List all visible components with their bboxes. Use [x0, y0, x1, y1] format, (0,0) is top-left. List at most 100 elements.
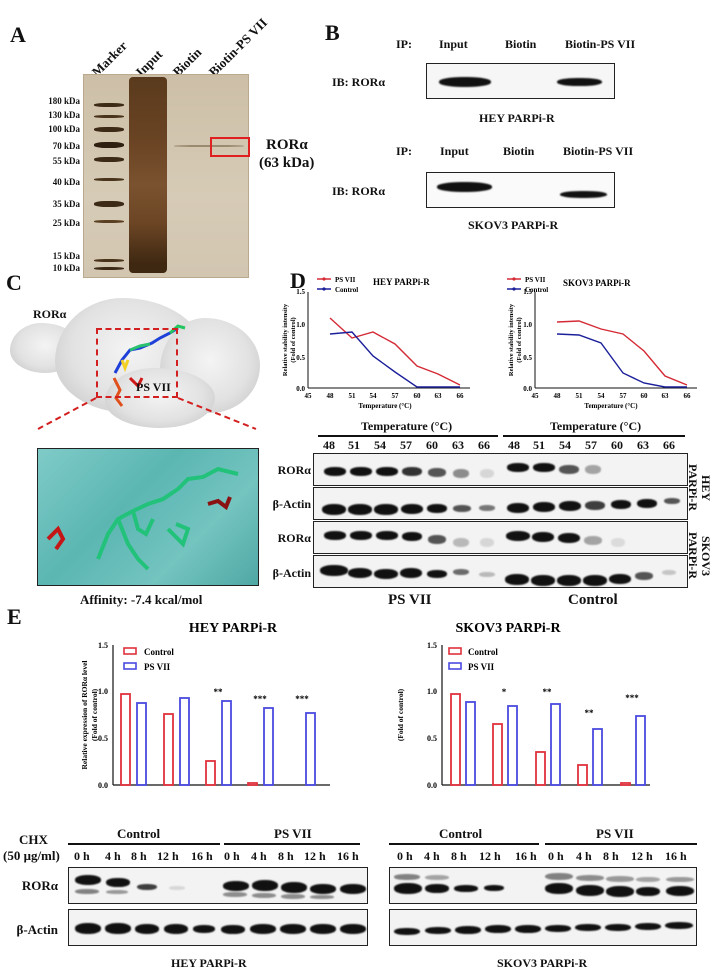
- svg-text:1.5: 1.5: [296, 288, 305, 296]
- svg-text:PS VII: PS VII: [525, 276, 546, 284]
- ip-lane-biotin-ps-2: Biotin-PS VII: [563, 144, 634, 158]
- y-axis-label: Relative stability intensity: [282, 303, 289, 376]
- mw-25: 25 kDa: [52, 218, 80, 228]
- rora-highlight-box: [210, 137, 250, 157]
- svg-text:1.0: 1.0: [98, 687, 108, 696]
- protein-surface-model: [10, 298, 260, 428]
- chx-line-control-skov3: [389, 843, 539, 845]
- ib-label-2: IB: RORα: [332, 184, 386, 198]
- x-axis-label: Temperature (°C): [358, 402, 412, 410]
- svg-text:***: ***: [295, 694, 309, 704]
- panel-c-letter: C: [6, 270, 22, 295]
- temp-header-ps-vii: Temperature (°C): [361, 419, 453, 433]
- svg-text:66: 66: [684, 392, 692, 400]
- svg-text:**: **: [543, 687, 553, 697]
- row-label-rora-hey: RORα: [277, 463, 311, 477]
- ip-label-2: IP:: [396, 144, 412, 158]
- svg-text:63: 63: [662, 392, 670, 400]
- svg-text:0.5: 0.5: [523, 354, 532, 362]
- cetsa-chart-hey: PS VII Control HEY PARPi-R 1.5 1.0 0.5 0…: [282, 276, 470, 410]
- chx-line-ps-vii-hey: [224, 843, 360, 845]
- target-mw: (63 kDa): [259, 155, 315, 171]
- chx-label: CHX: [19, 832, 48, 847]
- chx-line-ps-vii-skov3: [545, 843, 697, 845]
- group-line-ps-vii: [318, 435, 498, 437]
- chx-dose-label: (50 μg/ml): [3, 848, 60, 863]
- svg-text:63: 63: [435, 392, 443, 400]
- panel-d-letter: D: [290, 268, 306, 293]
- svg-text:57: 57: [392, 392, 400, 400]
- chx-group-ps-vii-hey: PS VII: [274, 826, 312, 841]
- svg-text:0.0: 0.0: [427, 781, 437, 790]
- chx-timepoints-hey: 0 h 4 h 8 h 12 h 16 h 0 h 4 h 8 h 12 h 1…: [74, 849, 359, 863]
- svg-text:PS VII: PS VII: [468, 662, 495, 672]
- side-label-skov3: SKOV3 PARPi-R: [686, 532, 713, 580]
- svg-text:***: ***: [253, 694, 267, 704]
- temp-row: 48 51 54 57 60 63 66 48 51 54 57 60 63 6…: [323, 438, 675, 452]
- mw-130: 130 kDa: [48, 110, 80, 120]
- svg-text:48: 48: [554, 392, 562, 400]
- chx-row-rora-hey: RORα: [21, 878, 58, 893]
- chx-blot-rora-hey: [68, 867, 368, 904]
- zoom-connector-lines: [37, 397, 257, 430]
- svg-text:0.5: 0.5: [296, 354, 305, 362]
- svg-text:1.0: 1.0: [523, 321, 532, 329]
- row-label-rora-skov3: RORα: [277, 531, 311, 545]
- docking-detail-view: [37, 448, 259, 586]
- svg-text:HEY PARPi-R: HEY PARPi-R: [189, 621, 278, 636]
- mw-15: 15 kDa: [52, 251, 80, 261]
- svg-text:*: *: [502, 687, 507, 697]
- svg-text:1.0: 1.0: [427, 687, 437, 696]
- chart-title: HEY PARPi-R: [373, 277, 430, 287]
- svg-text:Relative stability intensity: Relative stability intensity: [508, 303, 515, 376]
- group-line-control: [503, 435, 685, 437]
- svg-text:45: 45: [305, 392, 313, 400]
- svg-text:SKOV3 PARPi-R: SKOV3 PARPi-R: [563, 278, 631, 288]
- temp-header-control: Temperature (°C): [550, 419, 642, 433]
- legend-ps-vii: PS VII: [335, 276, 356, 284]
- chx-line-control-hey: [68, 843, 220, 845]
- svg-text:60: 60: [641, 392, 649, 400]
- mw-55: 55 kDa: [52, 156, 80, 166]
- silver-stain-gel: [83, 74, 249, 278]
- svg-text:***: ***: [625, 693, 639, 703]
- ib-label-1: IB: RORα: [332, 75, 386, 89]
- svg-text:(Fold of control): (Fold of control): [90, 688, 99, 741]
- chx-blot-actin-skov3: [389, 909, 697, 946]
- svg-text:60: 60: [414, 392, 422, 400]
- ip-lane-biotin-1: Biotin: [505, 37, 537, 51]
- ligand-sticks-icon: [112, 324, 186, 407]
- chx-blot-actin-hey: [68, 909, 368, 946]
- ip-lane-biotin-ps-1: Biotin-PS VII: [565, 37, 636, 51]
- cetsa-chart-skov3: PS VII Control SKOV3 PARPi-R 1.5 1.0 0.5…: [507, 276, 697, 410]
- svg-text:**: **: [214, 687, 224, 697]
- side-label-hey: HEY PARPi-R: [686, 464, 713, 512]
- svg-text:45: 45: [532, 392, 540, 400]
- svg-text:51: 51: [349, 392, 357, 400]
- svg-text:48: 48: [327, 392, 335, 400]
- svg-text:Control: Control: [525, 286, 548, 294]
- cell-line-label-skov3-b: SKOV3 PARPi-R: [468, 218, 559, 232]
- ip-lane-input-2: Input: [440, 144, 469, 158]
- svg-text:Temperature (°C): Temperature (°C): [584, 402, 638, 410]
- row-label-actin-skov3: β-Actin: [272, 566, 311, 580]
- target-label: RORα: [266, 137, 308, 153]
- svg-text:(Fold of control): (Fold of control): [396, 688, 405, 741]
- svg-text:0.0: 0.0: [296, 385, 305, 393]
- svg-text:(Fold of control): (Fold of control): [290, 317, 297, 362]
- chx-timepoints-skov3: 0 h 4 h 8 h 12 h 16 h 0 h 4 h 8 h 12 h 1…: [397, 849, 687, 863]
- chx-group-control-skov3: Control: [439, 826, 483, 841]
- svg-text:66: 66: [457, 392, 465, 400]
- pulldown-blot-hey: [426, 63, 615, 99]
- mw-40: 40 kDa: [52, 177, 80, 187]
- cetsa-blot-rora-hey: [313, 453, 688, 486]
- svg-text:1.0: 1.0: [296, 321, 305, 329]
- svg-text:0.5: 0.5: [427, 734, 437, 743]
- legend-control: Control: [335, 286, 358, 294]
- svg-text:SKOV3 PARPi-R: SKOV3 PARPi-R: [455, 621, 561, 636]
- mw-70: 70 kDa: [52, 141, 80, 151]
- chx-row-actin-hey: β-Actin: [16, 922, 58, 937]
- svg-text:0.0: 0.0: [98, 781, 108, 790]
- lane-label-biotin-ps-vii: Biotin-PS VII: [205, 14, 271, 80]
- svg-text:PS VII: PS VII: [144, 662, 171, 672]
